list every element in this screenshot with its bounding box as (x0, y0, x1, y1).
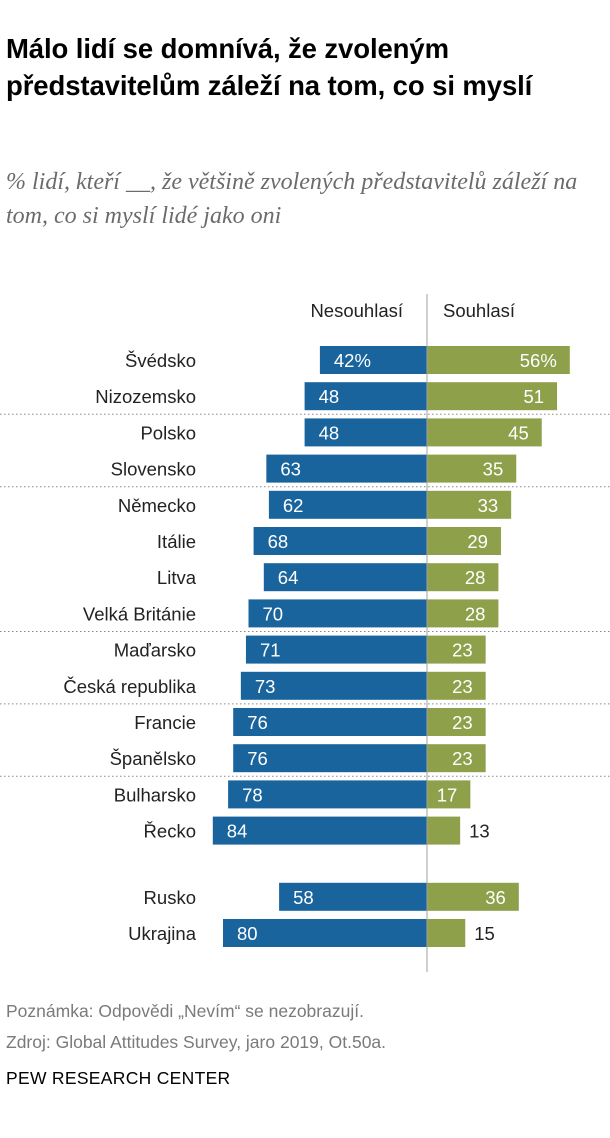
category-label: Nizozemsko (95, 386, 196, 407)
value-label-disagree: 73 (255, 676, 276, 697)
value-label-agree: 23 (452, 748, 473, 769)
bar-disagree (233, 708, 427, 736)
value-label-disagree: 63 (280, 459, 301, 480)
bar-agree (427, 708, 486, 736)
value-label-disagree: 84 (227, 821, 248, 842)
value-label-agree: 28 (465, 567, 486, 588)
bar-disagree (266, 454, 427, 483)
value-label-disagree: 70 (263, 603, 284, 624)
value-label-agree: 23 (452, 640, 473, 661)
category-label: Velká Británie (83, 603, 196, 624)
value-label-disagree: 80 (237, 923, 258, 944)
value-label-agree: 56% (520, 350, 557, 371)
bar-agree (427, 816, 461, 845)
value-label-agree: 17 (437, 784, 458, 805)
value-label-disagree: 48 (319, 422, 340, 443)
bar-disagree (248, 599, 427, 628)
bar-agree (427, 635, 486, 664)
bar-agree (427, 780, 471, 809)
value-label-agree: 29 (467, 531, 488, 552)
value-label-agree: 35 (483, 459, 504, 480)
value-label-disagree: 64 (278, 567, 299, 588)
bar-disagree (319, 346, 427, 374)
bar-agree (427, 599, 499, 628)
bar-disagree (240, 671, 427, 700)
bar-agree (427, 346, 570, 374)
value-label-agree: 23 (452, 712, 473, 733)
value-label-agree: 51 (523, 386, 544, 407)
bar-agree (427, 563, 499, 592)
bar-disagree (212, 816, 427, 845)
chart-note: Poznámka: Odpovědi „Nevím“ se nezobrazuj… (6, 1001, 364, 1021)
value-label-disagree: 68 (268, 531, 289, 552)
value-label-disagree: 76 (247, 712, 268, 733)
category-label: Rusko (144, 887, 196, 908)
bar-agree (427, 418, 542, 447)
category-label: Polsko (140, 422, 196, 443)
bar-disagree (245, 635, 427, 664)
bar-agree (427, 671, 486, 700)
category-label: Itálie (157, 531, 196, 552)
bar-agree (427, 454, 517, 483)
value-label-agree: 45 (508, 422, 529, 443)
bar-agree (427, 490, 512, 519)
value-label-agree: 23 (452, 676, 473, 697)
category-label: Slovensko (111, 459, 196, 480)
value-label-agree: 13 (469, 821, 490, 842)
category-label: Německo (118, 495, 196, 516)
brand-label: PEW RESEARCH CENTER (6, 1068, 231, 1088)
value-label-disagree: 71 (260, 640, 281, 661)
category-label: Bulharsko (114, 784, 196, 805)
category-label: Řecko (144, 821, 196, 842)
value-label-disagree: 78 (242, 784, 263, 805)
bar-disagree (304, 418, 427, 447)
bar-agree (427, 919, 466, 947)
bar-agree (427, 744, 486, 773)
value-label-agree: 36 (485, 887, 506, 908)
bar-disagree (228, 780, 427, 809)
chart-title: Málo lidí se domnívá, že zvoleným předst… (6, 33, 533, 101)
diverging-bar-chart: Nesouhlasí Souhlasí Švédsko 42% 56% Nizozemsk… (0, 294, 610, 972)
value-label-disagree: 58 (293, 887, 314, 908)
value-label-disagree: 48 (319, 386, 340, 407)
value-label-agree: 15 (474, 923, 495, 944)
category-label: Maďarsko (114, 640, 196, 661)
chart-subtitle: % lidí, kteří __, že většině zvolených p… (6, 169, 578, 229)
bar-disagree (279, 882, 427, 911)
category-label: Litva (157, 567, 197, 588)
value-label-agree: 33 (478, 495, 499, 516)
bar-disagree (233, 744, 427, 773)
bar-disagree (263, 563, 427, 592)
bar-disagree (253, 527, 427, 555)
category-label: Švédsko (125, 350, 196, 371)
value-label-agree: 28 (465, 603, 486, 624)
header-disagree: Nesouhlasí (310, 300, 403, 321)
category-label: Francie (134, 712, 196, 733)
category-label: Španělsko (110, 748, 196, 769)
bar-agree (427, 382, 558, 411)
value-label-disagree: 62 (283, 495, 304, 516)
category-label: Ukrajina (128, 923, 197, 944)
chart-source: Zdroj: Global Attitudes Survey, jaro 201… (6, 1032, 387, 1052)
header-agree: Souhlasí (443, 300, 516, 321)
value-label-disagree: 42% (334, 350, 371, 371)
bar-disagree (268, 490, 427, 519)
category-label: Česká republika (63, 676, 196, 697)
bar-disagree (223, 919, 427, 947)
value-label-disagree: 76 (247, 748, 268, 769)
bar-disagree (304, 382, 427, 411)
bar-agree (427, 882, 519, 911)
bar-agree (427, 527, 501, 555)
